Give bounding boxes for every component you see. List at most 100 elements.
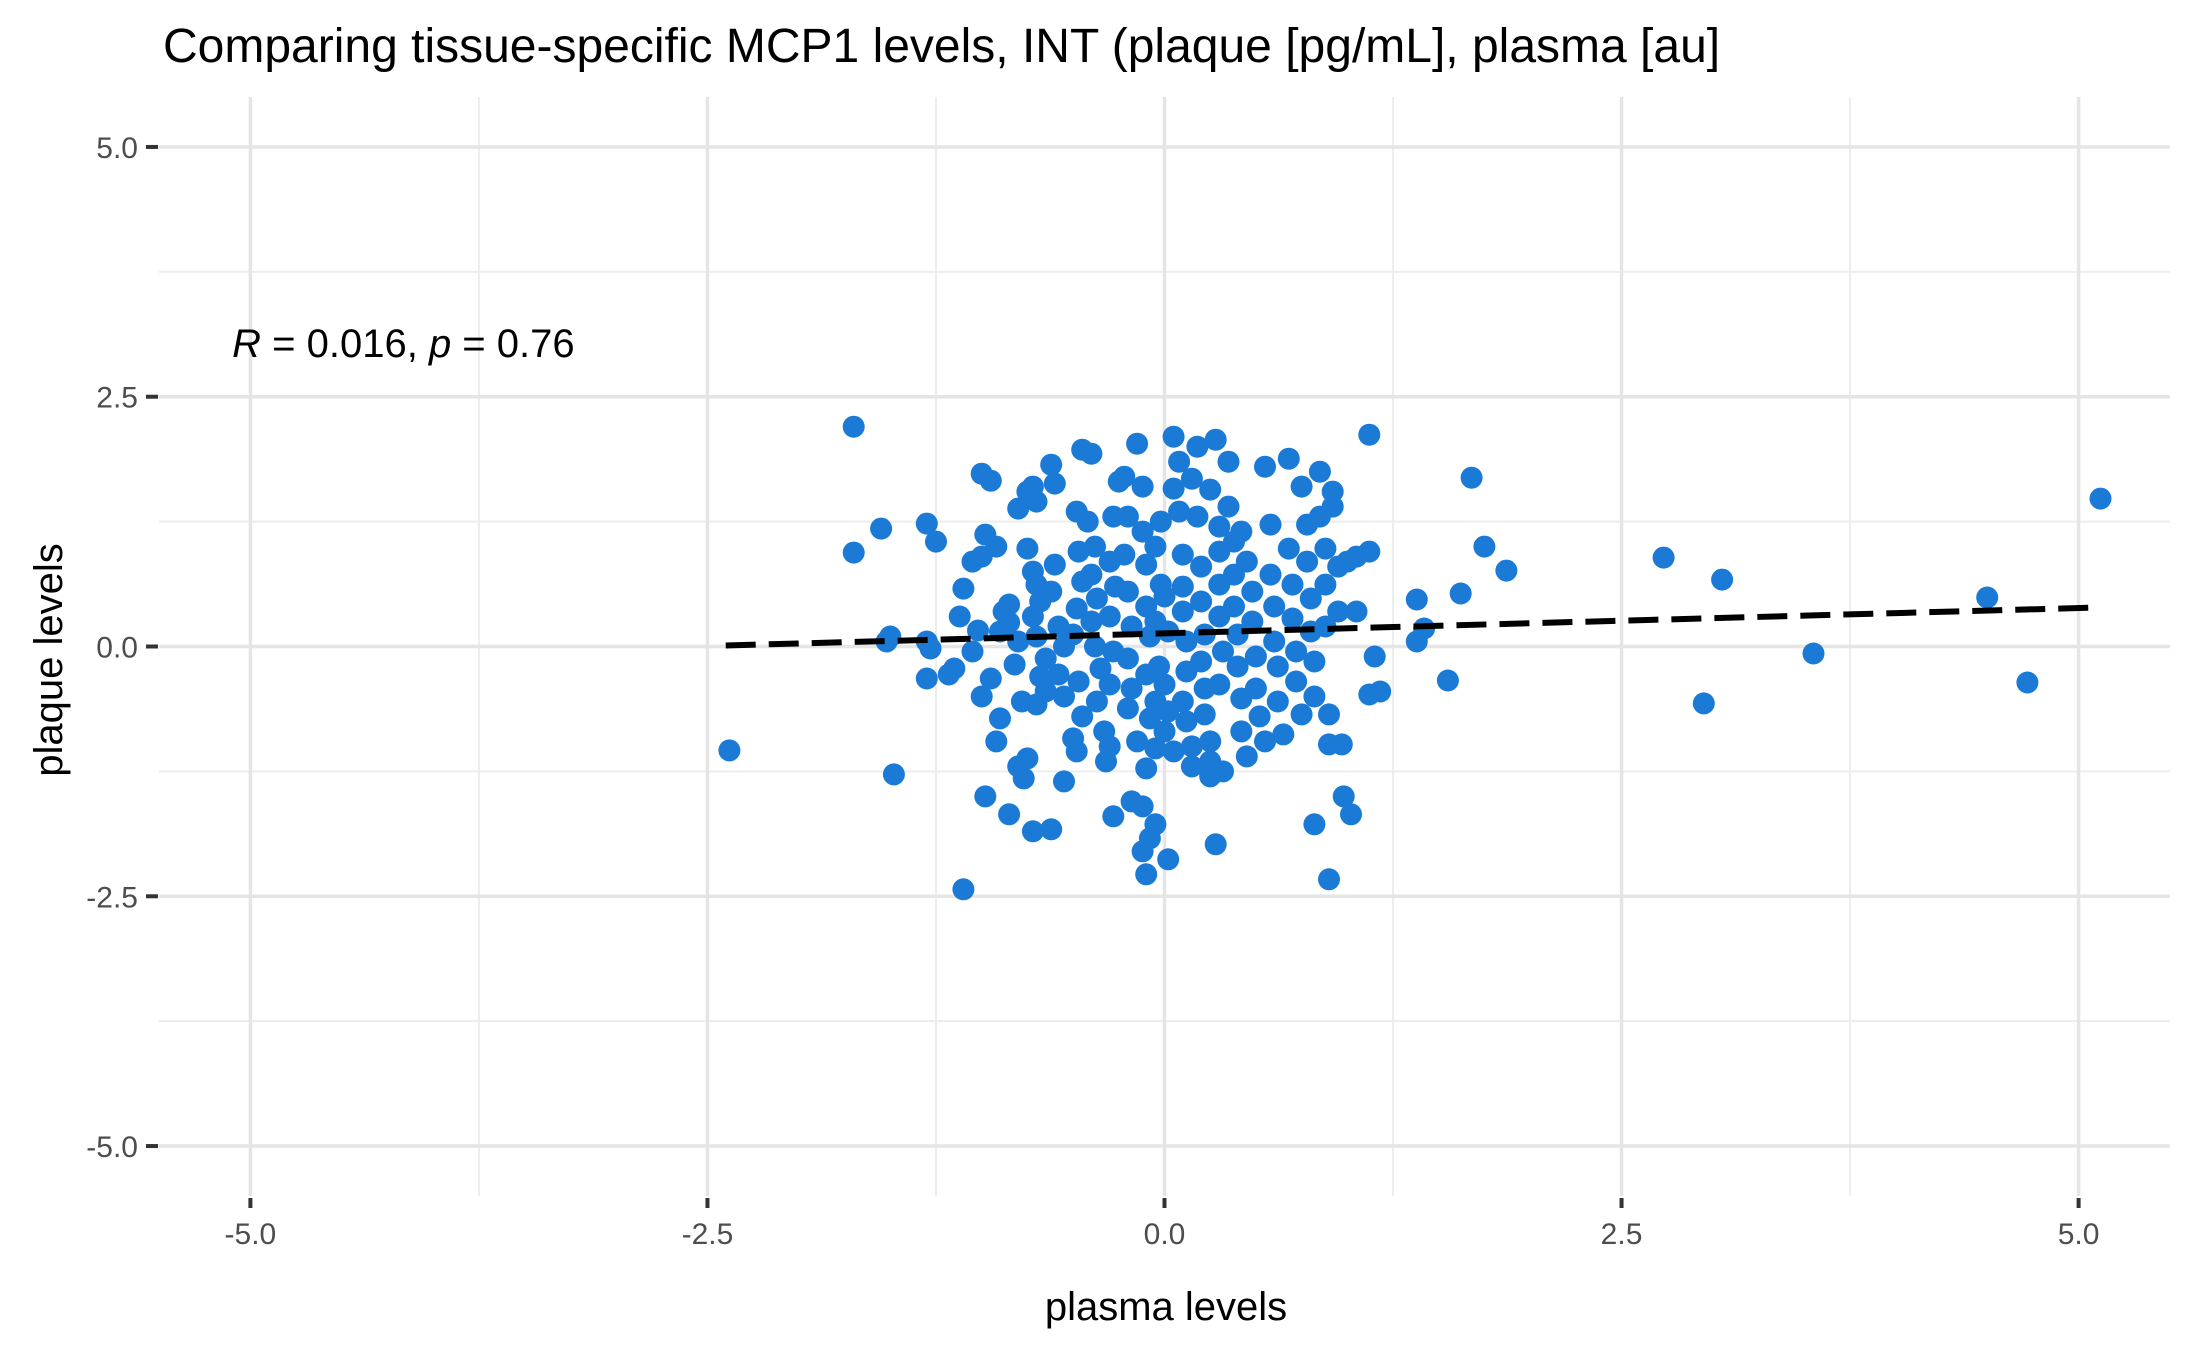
data-point: [1021, 605, 1044, 628]
data-point: [1071, 705, 1094, 728]
data-point: [1254, 455, 1276, 478]
x-tick-label: -2.5: [682, 1218, 734, 1251]
y-tick-label: -5.0: [86, 1131, 138, 1164]
data-point: [1168, 500, 1191, 523]
data-point: [1157, 848, 1180, 871]
data-point: [1025, 490, 1048, 513]
data-point: [1303, 685, 1326, 708]
data-point: [967, 619, 989, 642]
regression-fit-line: [725, 604, 2097, 649]
data-point: [1085, 587, 1108, 610]
data-point: [1460, 466, 1483, 489]
data-point: [1285, 670, 1308, 693]
data-point: [1025, 693, 1048, 716]
data-point: [1652, 546, 1675, 569]
data-point: [1314, 615, 1337, 638]
data-point: [1084, 635, 1106, 658]
data-point: [1095, 750, 1117, 773]
data-point: [1131, 795, 1154, 818]
data-point: [1208, 515, 1231, 538]
data-point: [875, 630, 898, 653]
data-point: [1802, 642, 1825, 665]
data-point: [1405, 588, 1428, 611]
data-point: [1012, 767, 1035, 790]
data-point: [1180, 755, 1203, 778]
data-point: [1330, 733, 1353, 756]
data-point: [1144, 813, 1167, 836]
data-point: [1495, 559, 1518, 582]
data-point: [1190, 650, 1213, 673]
data-point: [1436, 669, 1459, 692]
data-point: [1449, 582, 1472, 605]
data-point: [1281, 607, 1304, 630]
data-point: [1299, 587, 1322, 610]
major-grid: [159, 97, 2170, 1196]
data-point: [1080, 442, 1103, 465]
p-symbol: p: [428, 322, 451, 366]
data-point: [1116, 697, 1139, 720]
data-point: [2016, 671, 2039, 694]
data-points: [718, 415, 2112, 901]
data-point: [1135, 757, 1158, 780]
data-point: [952, 878, 975, 901]
data-point: [1290, 703, 1313, 726]
data-point: [1473, 535, 1496, 558]
data-point: [961, 640, 984, 663]
data-point: [1314, 573, 1337, 596]
data-point: [1277, 447, 1300, 470]
data-point: [1113, 543, 1136, 566]
data-point: [970, 685, 993, 708]
data-point: [1135, 553, 1158, 576]
data-point: [1208, 673, 1231, 696]
data-point: [1193, 703, 1216, 726]
data-point: [1266, 690, 1289, 713]
data-point: [1153, 720, 1176, 743]
data-point: [1085, 690, 1108, 713]
x-tick-label: 5.0: [2058, 1218, 2100, 1251]
data-point: [842, 415, 865, 438]
data-point: [1241, 580, 1264, 603]
data-point: [1235, 745, 1258, 768]
data-point: [1007, 497, 1030, 520]
data-point: [882, 763, 905, 786]
data-point: [1131, 520, 1154, 543]
data-point: [1235, 550, 1258, 573]
r-symbol: R: [232, 322, 261, 366]
data-point: [1040, 580, 1063, 603]
data-point: [1175, 630, 1198, 653]
data-point: [1230, 720, 1253, 743]
data-point: [1332, 785, 1355, 808]
data-point: [1171, 690, 1194, 713]
data-point: [998, 611, 1021, 634]
data-point: [1254, 730, 1276, 753]
data-point: [1180, 467, 1203, 490]
data-point: [1263, 595, 1286, 618]
data-point: [1043, 553, 1066, 576]
x-tick-label: 2.5: [1601, 1218, 1643, 1251]
data-point: [1116, 580, 1139, 603]
y-tick-label: 0.0: [96, 632, 138, 665]
y-tick-label: 2.5: [96, 382, 138, 415]
data-point: [1171, 600, 1194, 623]
data-point: [1190, 590, 1213, 613]
data-point: [919, 637, 942, 660]
data-point: [998, 803, 1021, 826]
data-point: [1171, 543, 1194, 566]
data-point: [1043, 472, 1066, 495]
data-point: [1358, 423, 1381, 446]
data-point: [2089, 487, 2112, 510]
data-point: [1711, 568, 1734, 591]
data-point: [1223, 595, 1245, 618]
data-point: [1144, 737, 1167, 760]
data-point: [1021, 820, 1044, 843]
data-point: [1153, 673, 1176, 696]
data-point: [1065, 597, 1088, 620]
data-point: [1212, 640, 1234, 663]
data-point: [1053, 770, 1075, 793]
data-point: [1290, 475, 1313, 498]
data-point: [1120, 677, 1143, 700]
data-point: [1148, 655, 1170, 678]
data-point: [925, 530, 947, 553]
data-point: [1186, 435, 1209, 458]
